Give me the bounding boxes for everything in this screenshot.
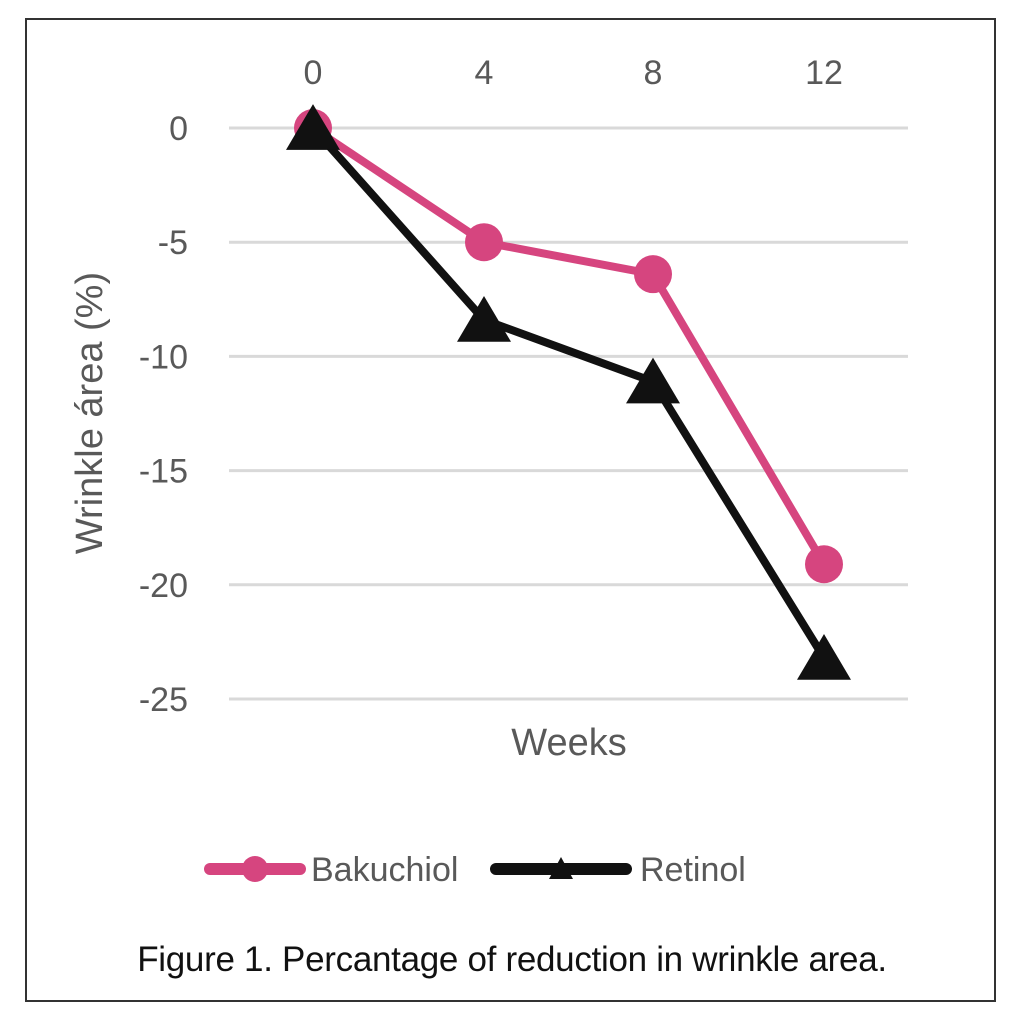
x-tick-label: 8 (644, 54, 663, 92)
y-axis-title: Wrinkle área (%) (69, 272, 111, 554)
y-tick-label: -5 (158, 224, 188, 262)
x-tick-label: 0 (304, 54, 323, 92)
x-tick-labels: 0 4 8 12 (304, 54, 843, 92)
data-point (286, 104, 340, 150)
y-tick-labels: 0 -5 -10 -15 -20 -25 (139, 110, 188, 719)
legend-label: Retinol (640, 851, 746, 889)
data-point (465, 223, 503, 262)
figure-frame (25, 18, 996, 1002)
data-point (634, 255, 672, 294)
data-point (457, 296, 511, 342)
y-tick-label: -20 (139, 567, 188, 605)
series-bakuchiol (294, 109, 843, 584)
legend-item-retinol: Retinol (490, 851, 746, 889)
series-line (310, 124, 828, 567)
legend-item-bakuchiol: Bakuchiol (204, 851, 458, 889)
figure-caption: Figure 1. Percantage of reduction in wri… (137, 940, 887, 979)
series-group (286, 104, 851, 680)
y-tick-label: -15 (139, 453, 188, 491)
legend: Bakuchiol Retinol (204, 851, 746, 889)
y-tick-label: 0 (169, 110, 188, 148)
x-tick-label: 12 (805, 54, 843, 92)
data-point (626, 357, 680, 404)
gridlines (229, 126, 908, 701)
data-point (797, 634, 851, 680)
x-tick-label: 4 (475, 54, 494, 92)
legend-label: Bakuchiol (311, 851, 458, 889)
y-tick-label: -10 (139, 338, 188, 376)
data-point (805, 545, 843, 584)
legend-marker (242, 856, 268, 882)
legend-marker (549, 857, 573, 879)
series-line (310, 125, 828, 660)
series-retinol (286, 104, 851, 680)
x-axis-title: Weeks (511, 722, 626, 764)
y-tick-label: -25 (139, 681, 188, 719)
